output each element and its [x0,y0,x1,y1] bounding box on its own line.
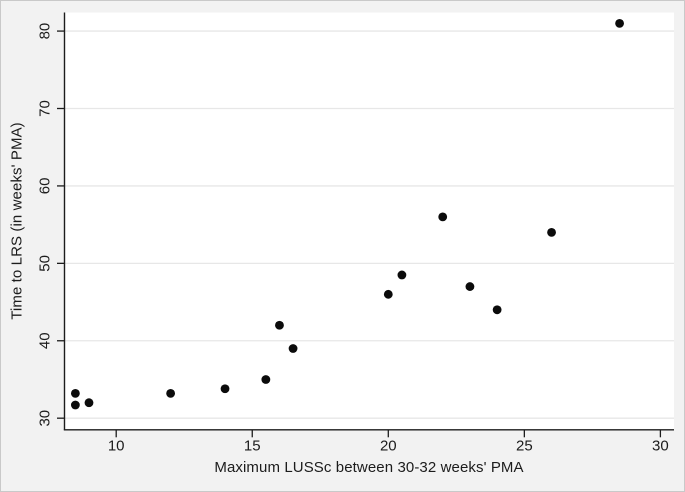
y-tick-label-70: 70 [37,100,54,117]
x-tick-label-25: 25 [516,438,533,455]
data-point-3 [166,389,176,398]
data-point-2 [84,398,94,408]
plot-area [64,12,674,430]
data-point-5 [261,375,271,384]
data-point-1 [70,400,80,410]
data-point-6 [275,320,284,330]
y-tick-label-60: 60 [37,178,54,195]
y-tick-label-30: 30 [37,410,54,427]
x-tick-label-10: 10 [108,438,125,455]
data-point-9 [397,270,407,280]
y-axis-title: Time to LRS (in weeks' PMA) [8,122,26,320]
data-point-4 [220,384,230,394]
x-tick-label-20: 20 [380,438,397,455]
x-tick-label-15: 15 [244,438,261,455]
data-point-7 [288,344,298,353]
x-axis-title: Maximum LUSSc between 30-32 weeks' PMA [214,459,524,476]
y-tick-label-50: 50 [37,255,54,272]
x-tick-label-30: 30 [652,438,669,455]
data-point-0 [70,389,80,398]
data-point-11 [465,282,475,291]
data-point-13 [547,227,556,237]
y-tick-label-40: 40 [37,332,54,349]
y-tick-label-80: 80 [37,23,54,40]
data-point-10 [438,212,448,222]
data-point-12 [492,305,502,315]
data-point-14 [615,18,624,28]
data-point-8 [383,289,393,299]
